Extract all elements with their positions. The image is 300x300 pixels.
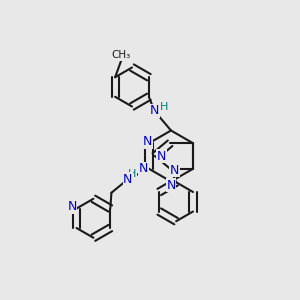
Text: N: N [123, 173, 133, 186]
Text: N: N [143, 135, 152, 148]
Text: H: H [160, 102, 168, 112]
Text: N: N [157, 149, 166, 163]
Text: CH₃: CH₃ [112, 50, 131, 60]
Text: H: H [128, 169, 136, 179]
Text: N: N [139, 162, 148, 175]
Text: N: N [166, 178, 176, 192]
Text: N: N [150, 104, 159, 118]
Text: N: N [67, 200, 77, 214]
Text: N: N [170, 164, 179, 177]
